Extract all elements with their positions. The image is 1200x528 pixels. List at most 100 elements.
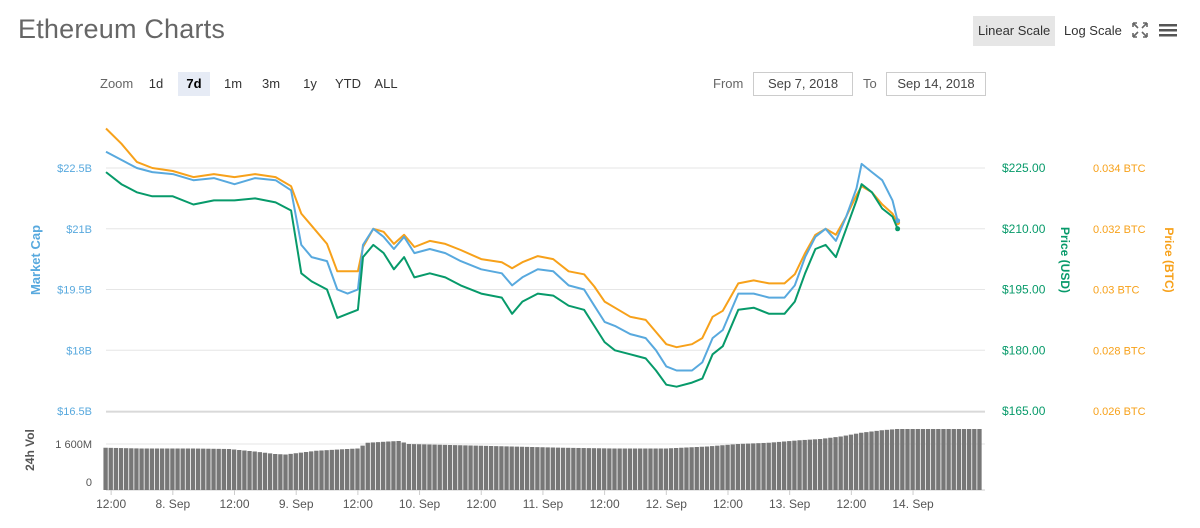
price-usd-tick-label: $225.00: [1002, 161, 1046, 175]
volume-bar: [617, 448, 622, 490]
volume-bar: [509, 446, 514, 490]
volume-bar: [406, 444, 412, 490]
price-usd-tick-label: $180.00: [1002, 343, 1046, 357]
volume-bar: [560, 447, 566, 490]
volume-bar: [566, 447, 571, 490]
volume-bar: [267, 453, 273, 491]
zoom-1y-button[interactable]: 1y: [303, 76, 317, 91]
volume-bar: [941, 429, 946, 490]
volume-bar: [334, 449, 340, 490]
volume-bar: [365, 442, 370, 490]
volume-bar: [170, 448, 175, 490]
volume-bar: [638, 448, 643, 490]
volume-bar: [643, 448, 648, 490]
volume-bar: [931, 429, 936, 490]
volume-bar: [411, 444, 417, 491]
volume-bar: [303, 452, 309, 490]
volume-bar: [252, 451, 257, 490]
volume-bar: [781, 441, 787, 490]
volume-bar: [231, 449, 237, 490]
volume-bar: [123, 448, 129, 490]
page-title: Ethereum Charts: [18, 14, 226, 44]
volume-bar: [190, 448, 196, 490]
volume-bar: [211, 448, 216, 490]
zoom-ytd-button[interactable]: YTD: [335, 76, 361, 91]
volume-bar: [401, 442, 406, 490]
volume-bar: [602, 448, 607, 490]
volume-bar: [175, 448, 180, 490]
volume-bar: [314, 450, 319, 490]
price-usd-line: [105, 171, 899, 388]
volume-bar: [869, 431, 874, 490]
price-btc-line: [105, 127, 899, 349]
volume-bar: [165, 448, 170, 490]
volume-bar: [843, 435, 848, 490]
linear-scale-button[interactable]: Linear Scale: [973, 16, 1056, 46]
volume-bar: [612, 448, 617, 490]
from-date-input[interactable]: Sep 7, 2018: [753, 72, 853, 96]
volume-bar: [103, 447, 108, 490]
volume-bar: [730, 444, 735, 490]
volume-bar: [345, 449, 350, 490]
price-btc-tick-label: 0.028 BTC: [1093, 345, 1146, 357]
volume-bar: [596, 448, 602, 490]
volume-bar: [452, 445, 458, 491]
volume-bar: [262, 452, 268, 490]
x-tick-label: 12:00: [219, 497, 249, 511]
hamburger-menu-icon[interactable]: [1156, 18, 1180, 42]
x-tick-label: 10. Sep: [399, 497, 441, 511]
market-cap-end-point: [895, 218, 901, 224]
market-cap-tick-label: $18B: [66, 345, 92, 357]
price-btc-tick-label: 0.034 BTC: [1093, 163, 1146, 175]
from-label: From: [713, 76, 744, 91]
to-date-input[interactable]: Sep 14, 2018: [886, 72, 986, 96]
volume-bar: [936, 429, 941, 490]
price-btc-tick-label: 0.03 BTC: [1093, 285, 1140, 297]
volume-bar: [709, 446, 715, 490]
volume-bar: [833, 437, 838, 491]
volume-bar: [237, 450, 242, 490]
volume-bar: [920, 429, 926, 490]
volume-bar: [571, 447, 576, 490]
zoom-1d-button[interactable]: 1d: [148, 76, 164, 91]
volume-bar: [658, 448, 663, 490]
volume-bar: [422, 444, 427, 491]
volume-bar: [648, 448, 653, 490]
volume-bar: [494, 446, 499, 491]
volume-bar: [504, 446, 509, 491]
volume-bar: [154, 448, 160, 490]
volume-bar: [488, 446, 494, 490]
price-usd-tick-label: $165.00: [1002, 404, 1046, 418]
volume-bar: [694, 447, 699, 490]
fullscreen-icon[interactable]: [1128, 18, 1152, 42]
volume-bar: [735, 444, 741, 490]
volume-bar: [751, 443, 756, 491]
grid-layer: [106, 167, 985, 491]
zoom-1m-button[interactable]: 1m: [223, 76, 243, 91]
volume-bar: [910, 429, 915, 490]
zoom-7d-button[interactable]: 7d: [178, 72, 210, 96]
volume-bar: [720, 445, 725, 490]
volume-bar: [879, 430, 884, 490]
volume-bar: [756, 443, 761, 490]
volume-bar: [653, 448, 658, 490]
x-tick-label: 9. Sep: [279, 497, 314, 511]
volume-bar: [859, 432, 864, 490]
volume-bar: [144, 448, 149, 490]
zoom-3m-button[interactable]: 3m: [261, 76, 281, 91]
x-tick-label: 12:00: [836, 497, 866, 511]
volume-bar: [807, 439, 812, 491]
volume-bar: [473, 445, 478, 491]
volume-bar: [787, 441, 792, 490]
volume-bar: [771, 442, 777, 490]
hamburger-menu-icon-graphic: [1159, 24, 1177, 37]
volume-bar: [689, 447, 694, 490]
volume-bar: [946, 429, 951, 490]
x-tick-label: 12:00: [713, 497, 743, 511]
log-scale-button[interactable]: Log Scale: [1064, 23, 1122, 38]
volume-bar: [437, 444, 442, 490]
volume-bar: [586, 448, 591, 491]
zoom-all-button[interactable]: ALL: [374, 76, 398, 91]
fullscreen-icon-graphic: [1132, 22, 1148, 38]
